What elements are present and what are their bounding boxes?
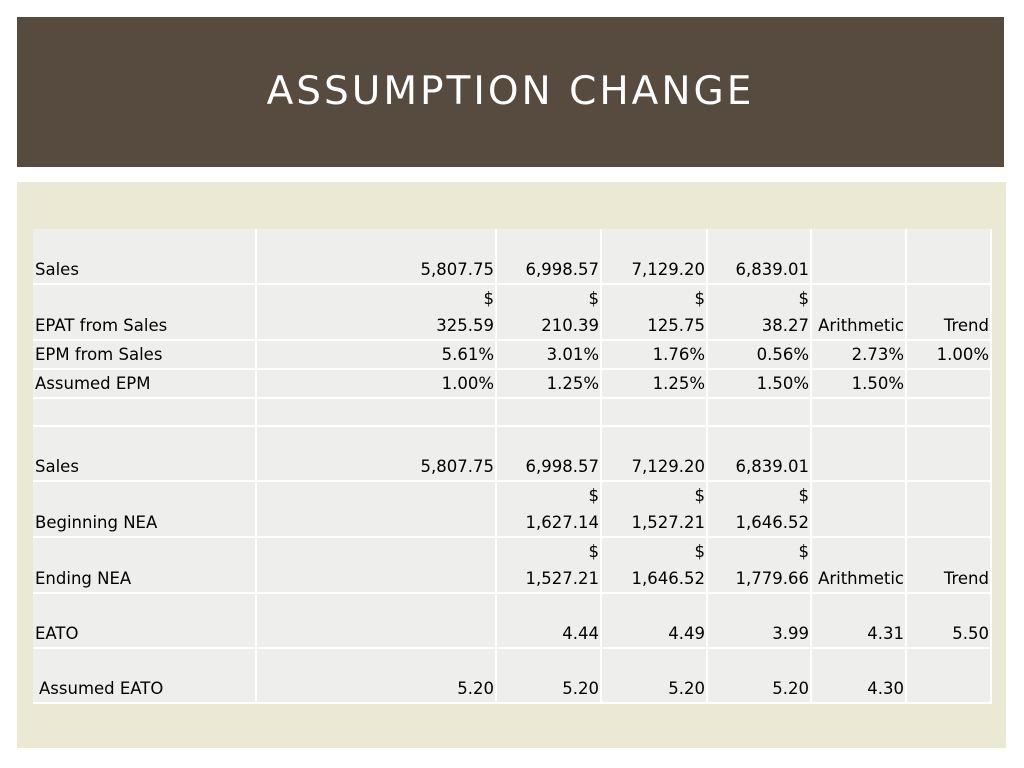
- row-label: Assumed EPM: [33, 369, 257, 399]
- table-cell: 1.25%: [601, 369, 708, 399]
- table-cell: $1,646.52: [707, 481, 812, 538]
- table-cell: $1,646.52: [601, 537, 708, 594]
- data-table: Sales 5,807.75 6,998.57 7,129.20 6,839.01 EPA…: [33, 229, 992, 704]
- table-row: EPAT from Sales $325.59 $210.39 $125.75 $38.…: [33, 284, 992, 341]
- table-cell: [811, 481, 907, 538]
- table-cell: [811, 229, 907, 285]
- table-cell: [906, 648, 992, 704]
- table-cell: $38.27: [707, 284, 812, 341]
- table-cell: [811, 426, 907, 482]
- table-cell: $325.59: [256, 284, 497, 341]
- row-label: EATO: [33, 593, 257, 649]
- table-cell: 1.00%: [906, 340, 992, 370]
- table-cell: $1,779.66: [707, 537, 812, 594]
- row-label: Sales: [33, 426, 257, 482]
- table-cell: $210.39: [496, 284, 602, 341]
- table-body: Sales 5,807.75 6,998.57 7,129.20 6,839.01 EPA…: [33, 229, 992, 704]
- table-cell: [256, 593, 497, 649]
- table-cell: Trend: [906, 284, 992, 341]
- table-cell: [906, 369, 992, 399]
- table-cell: [906, 481, 992, 538]
- table-cell: 6,998.57: [496, 426, 602, 482]
- table-cell: [906, 426, 992, 482]
- table-cell: $1,527.21: [496, 537, 602, 594]
- table-cell: 5.20: [601, 648, 708, 704]
- table-cell: 6,839.01: [707, 229, 812, 285]
- title-bar: ASSUMPTION CHANGE: [17, 17, 1004, 167]
- table-cell: 0.56%: [707, 340, 812, 370]
- row-label: Ending NEA: [33, 537, 257, 594]
- table-cell: [256, 537, 497, 594]
- table-cell: [906, 229, 992, 285]
- table-cell: $125.75: [601, 284, 708, 341]
- table-cell: [906, 398, 992, 427]
- table-cell: Arithmetic: [811, 284, 907, 341]
- table-cell: 4.31: [811, 593, 907, 649]
- table-cell: 1.76%: [601, 340, 708, 370]
- table-cell: [707, 398, 812, 427]
- table-cell: 4.49: [601, 593, 708, 649]
- table-cell: 5.50: [906, 593, 992, 649]
- table-cell: 7,129.20: [601, 229, 708, 285]
- table-cell: Trend: [906, 537, 992, 594]
- table-cell: 6,839.01: [707, 426, 812, 482]
- table-row: Beginning NEA $1,627.14 $1,527.21 $1,646.52: [33, 481, 992, 538]
- slide-title: ASSUMPTION CHANGE: [266, 68, 755, 114]
- table-cell: 1.50%: [707, 369, 812, 399]
- table-cell: $1,527.21: [601, 481, 708, 538]
- table-cell: 5,807.75: [256, 426, 497, 482]
- table-row: Assumed EPM 1.00% 1.25% 1.25% 1.50% 1.50%: [33, 369, 992, 399]
- row-label: [33, 398, 257, 427]
- row-label: Assumed EATO: [33, 648, 257, 704]
- table-cell: 2.73%: [811, 340, 907, 370]
- table-cell: 3.99: [707, 593, 812, 649]
- table-cell: $1,627.14: [496, 481, 602, 538]
- table-cell: [811, 398, 907, 427]
- table-cell: [601, 398, 708, 427]
- table-cell: 1.25%: [496, 369, 602, 399]
- table-cell: [256, 398, 497, 427]
- table-row: EATO 4.44 4.49 3.99 4.31 5.50: [33, 593, 992, 649]
- table-cell: [256, 481, 497, 538]
- table-cell: 1.00%: [256, 369, 497, 399]
- table-row: Ending NEA $1,527.21 $1,646.52 $1,779.66 Ari…: [33, 537, 992, 594]
- row-label: EPAT from Sales: [33, 284, 257, 341]
- table-row: Assumed EATO 5.20 5.20 5.20 5.20 4.30: [33, 648, 992, 704]
- row-label: Beginning NEA: [33, 481, 257, 538]
- table-row: EPM from Sales 5.61% 3.01% 1.76% 0.56% 2.73% 1…: [33, 340, 992, 370]
- table-cell: 5.20: [496, 648, 602, 704]
- table-cell: 1.50%: [811, 369, 907, 399]
- table-row: Sales 5,807.75 6,998.57 7,129.20 6,839.01: [33, 229, 992, 285]
- table-cell: 6,998.57: [496, 229, 602, 285]
- table-cell: 5,807.75: [256, 229, 497, 285]
- table-row: [33, 398, 992, 427]
- table-cell: 7,129.20: [601, 426, 708, 482]
- table-cell: 5.61%: [256, 340, 497, 370]
- table-cell: 4.44: [496, 593, 602, 649]
- table-cell: Arithmetic: [811, 537, 907, 594]
- table-cell: 5.20: [707, 648, 812, 704]
- row-label: EPM from Sales: [33, 340, 257, 370]
- table-row: Sales 5,807.75 6,998.57 7,129.20 6,839.01: [33, 426, 992, 482]
- table-cell: 3.01%: [496, 340, 602, 370]
- row-label: Sales: [33, 229, 257, 285]
- table-cell: 5.20: [256, 648, 497, 704]
- table-cell: 4.30: [811, 648, 907, 704]
- table-cell: [496, 398, 602, 427]
